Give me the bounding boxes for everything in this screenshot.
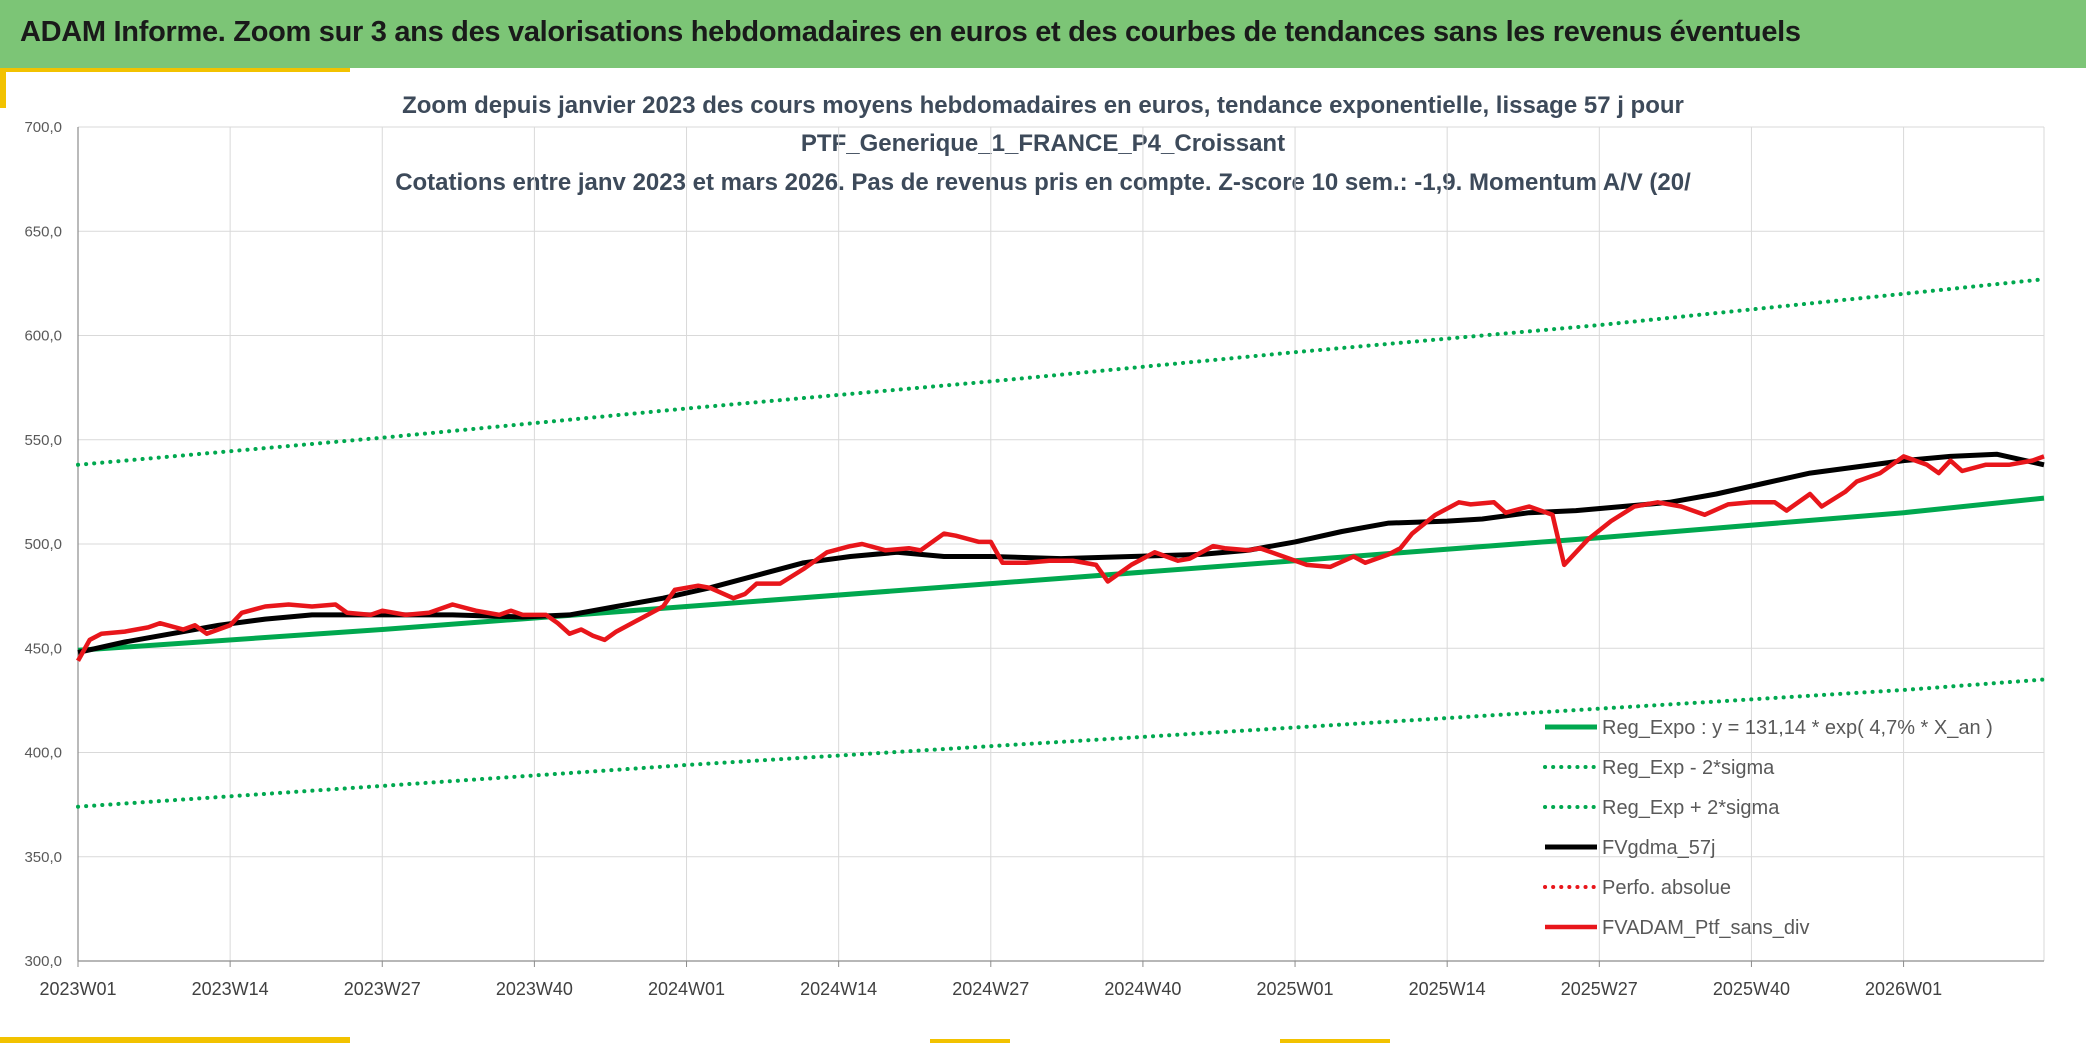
y-tick-label: 450,0 (24, 640, 62, 657)
series-line-1 (76, 677, 2046, 809)
x-tick-label: 2023W40 (496, 979, 573, 999)
accent-bar-bottom-right (1280, 1039, 1390, 1043)
x-tick-label: 2023W14 (192, 979, 269, 999)
legend-label: FVgdma_57j (1602, 837, 1715, 859)
x-tick-label: 2024W01 (648, 979, 725, 999)
chart-title-line-1: Zoom depuis janvier 2023 des cours moyen… (402, 92, 1684, 119)
series-line-3 (77, 451, 2045, 655)
x-tick-label: 2026W01 (1865, 979, 1942, 999)
accent-bar-bottom-left (0, 1037, 350, 1043)
grid (77, 126, 2045, 962)
y-tick-label: 650,0 (24, 223, 62, 240)
accent-bar-bottom-mid (930, 1039, 1010, 1043)
accent-bar-top-left (0, 68, 350, 72)
legend: Reg_Expo : y = 131,14 * exp( 4,7% * X_an… (1543, 717, 1993, 939)
x-tick-label: 2025W14 (1409, 979, 1486, 999)
axes: 300,0 350,0 400,0 450,0 500,0 550,0 600,0 650,0… (24, 119, 2044, 999)
legend-label: Reg_Exp + 2*sigma (1602, 797, 1780, 819)
y-tick-label: 550,0 (24, 432, 62, 449)
legend-label: Reg_Exp - 2*sigma (1602, 757, 1775, 779)
legend-label: Perfo. absolue (1602, 877, 1731, 899)
y-tick-label: 700,0 (24, 119, 62, 136)
banner-title: ADAM Informe. Zoom sur 3 ans des valoris… (20, 16, 1801, 48)
x-tick-label: 2023W01 (39, 979, 116, 999)
series-line-2 (76, 277, 2046, 467)
x-tick-label: 2025W01 (1257, 979, 1334, 999)
chart-title-line-3: Cotations entre janv 2023 et mars 2026. … (395, 169, 1691, 196)
legend-label: FVADAM_Ptf_sans_div (1602, 917, 1810, 939)
accent-bar-left (0, 68, 6, 108)
legend-label: Reg_Expo : y = 131,14 * exp( 4,7% * X_an… (1602, 717, 1993, 739)
header-banner: ADAM Informe. Zoom sur 3 ans des valoris… (0, 0, 2086, 68)
y-tick-label: 600,0 (24, 328, 62, 345)
series-line-0 (77, 495, 2045, 653)
x-tick-label: 2025W27 (1561, 979, 1638, 999)
y-tick-label: 400,0 (24, 745, 62, 762)
y-tick-label: 350,0 (24, 849, 62, 866)
y-tick-label: 500,0 (24, 536, 62, 553)
series (76, 277, 2046, 809)
x-tick-label: 2025W40 (1713, 979, 1790, 999)
x-tick-label: 2024W27 (952, 979, 1029, 999)
y-tick-label: 300,0 (24, 953, 62, 970)
x-tick-label: 2024W14 (800, 979, 877, 999)
x-tick-label: 2024W40 (1104, 979, 1181, 999)
chart-title-line-2: PTF_Generique_1_FRANCE_P4_Croissant (800, 130, 1286, 157)
series-line-5 (76, 454, 2045, 662)
x-tick-label: 2023W27 (344, 979, 421, 999)
